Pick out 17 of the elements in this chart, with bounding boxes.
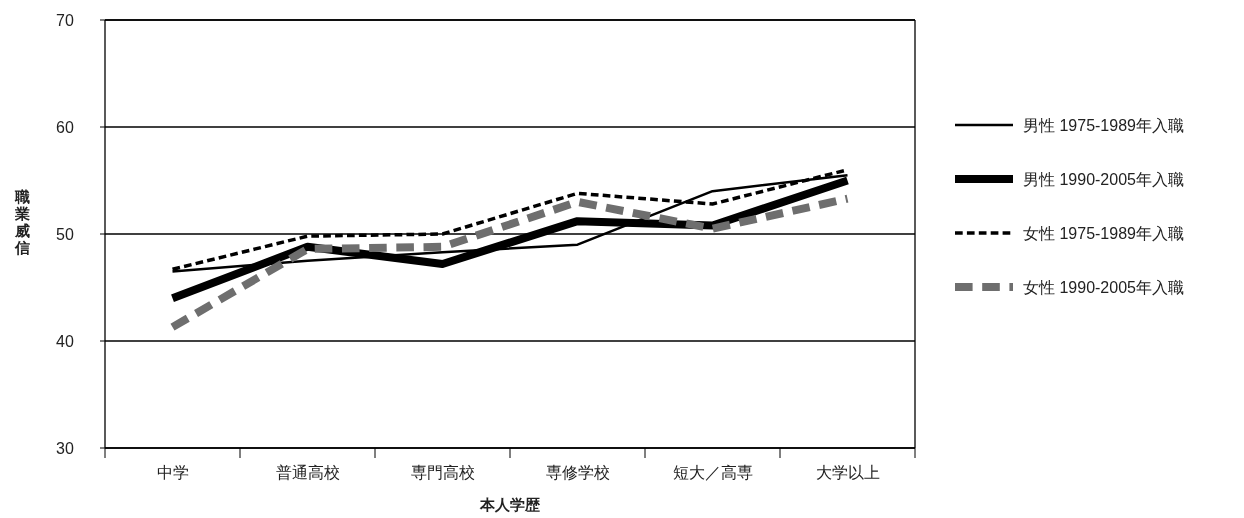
- x-tick-label: 大学以上: [815, 464, 880, 481]
- x-axis-title: 本人学歴: [479, 496, 541, 513]
- x-tick-label: 専門高校: [410, 464, 475, 481]
- legend-label: 男性 1975-1989年入職: [1023, 117, 1184, 134]
- y-tick-label: 70: [56, 12, 74, 29]
- y-axis-title: 職業威信: [13, 188, 30, 256]
- legend-label: 女性 1975-1989年入職: [1023, 225, 1184, 242]
- x-tick-label: 短大／高専: [672, 464, 753, 481]
- x-tick-label: 中学: [156, 464, 189, 481]
- x-tick-label: 専修学校: [545, 464, 610, 481]
- legend-label: 女性 1990-2005年入職: [1023, 279, 1184, 296]
- legend-label: 男性 1990-2005年入職: [1023, 171, 1184, 188]
- y-tick-label: 60: [56, 119, 74, 136]
- x-tick-label: 普通高校: [275, 464, 340, 481]
- y-tick-label: 50: [56, 226, 74, 243]
- y-tick-label: 40: [56, 333, 74, 350]
- y-tick-label: 30: [56, 440, 74, 457]
